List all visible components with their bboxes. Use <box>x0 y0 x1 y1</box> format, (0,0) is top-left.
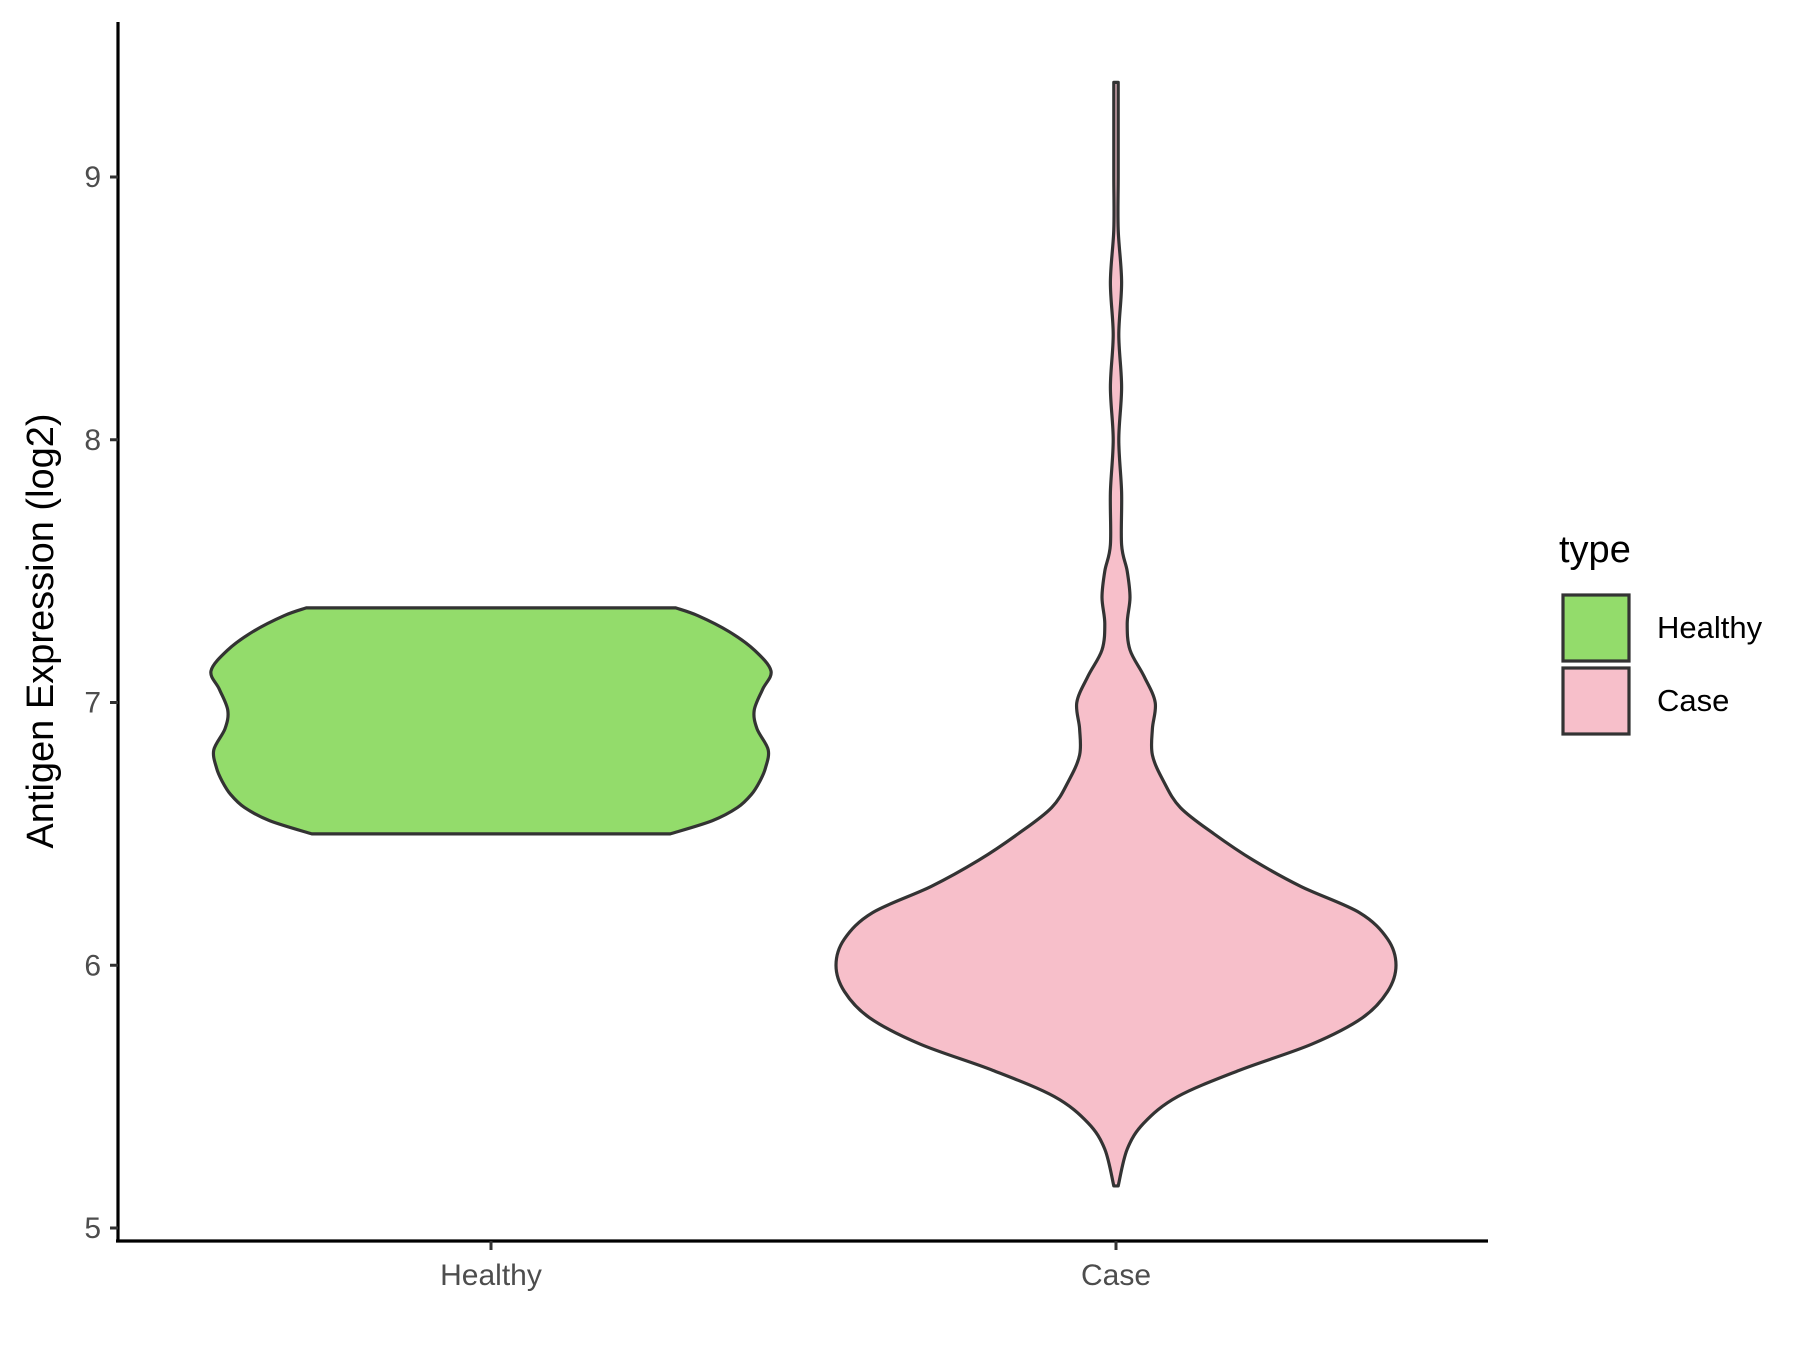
y-axis: 5 6 7 8 9 <box>84 22 120 1245</box>
legend-swatch <box>1561 666 1631 736</box>
y-tick-label: 5 <box>84 1212 101 1245</box>
legend: type Healthy Case <box>1559 529 1763 736</box>
legend-title: type <box>1559 529 1631 571</box>
y-tick-label: 6 <box>84 949 101 982</box>
y-axis-title: Antigen Expression (log2) <box>20 413 62 848</box>
x-tick-label: Healthy <box>440 1259 542 1292</box>
legend-swatch <box>1561 593 1631 663</box>
x-axis: Healthy Case <box>116 1239 1488 1292</box>
x-tick-label: Case <box>1081 1259 1151 1292</box>
violin-healthy <box>209 606 773 836</box>
legend-label: Case <box>1657 683 1729 718</box>
legend-label: Healthy <box>1657 610 1763 645</box>
y-tick-label: 8 <box>84 424 101 457</box>
y-tick-label: 7 <box>84 687 101 720</box>
violin-case <box>834 80 1398 1188</box>
violin-group <box>209 80 1398 1188</box>
y-tick-label: 9 <box>84 161 101 194</box>
